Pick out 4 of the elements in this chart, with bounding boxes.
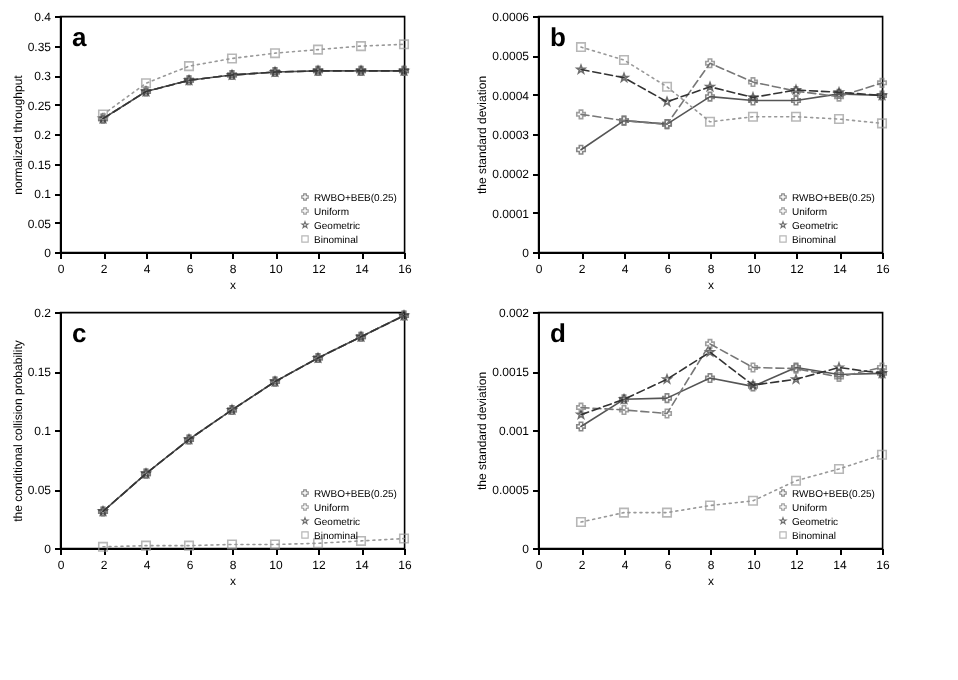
annotation: a: [72, 22, 88, 52]
annotation: b: [550, 22, 566, 52]
annotation: d: [550, 318, 566, 348]
annotation: c: [72, 318, 87, 348]
